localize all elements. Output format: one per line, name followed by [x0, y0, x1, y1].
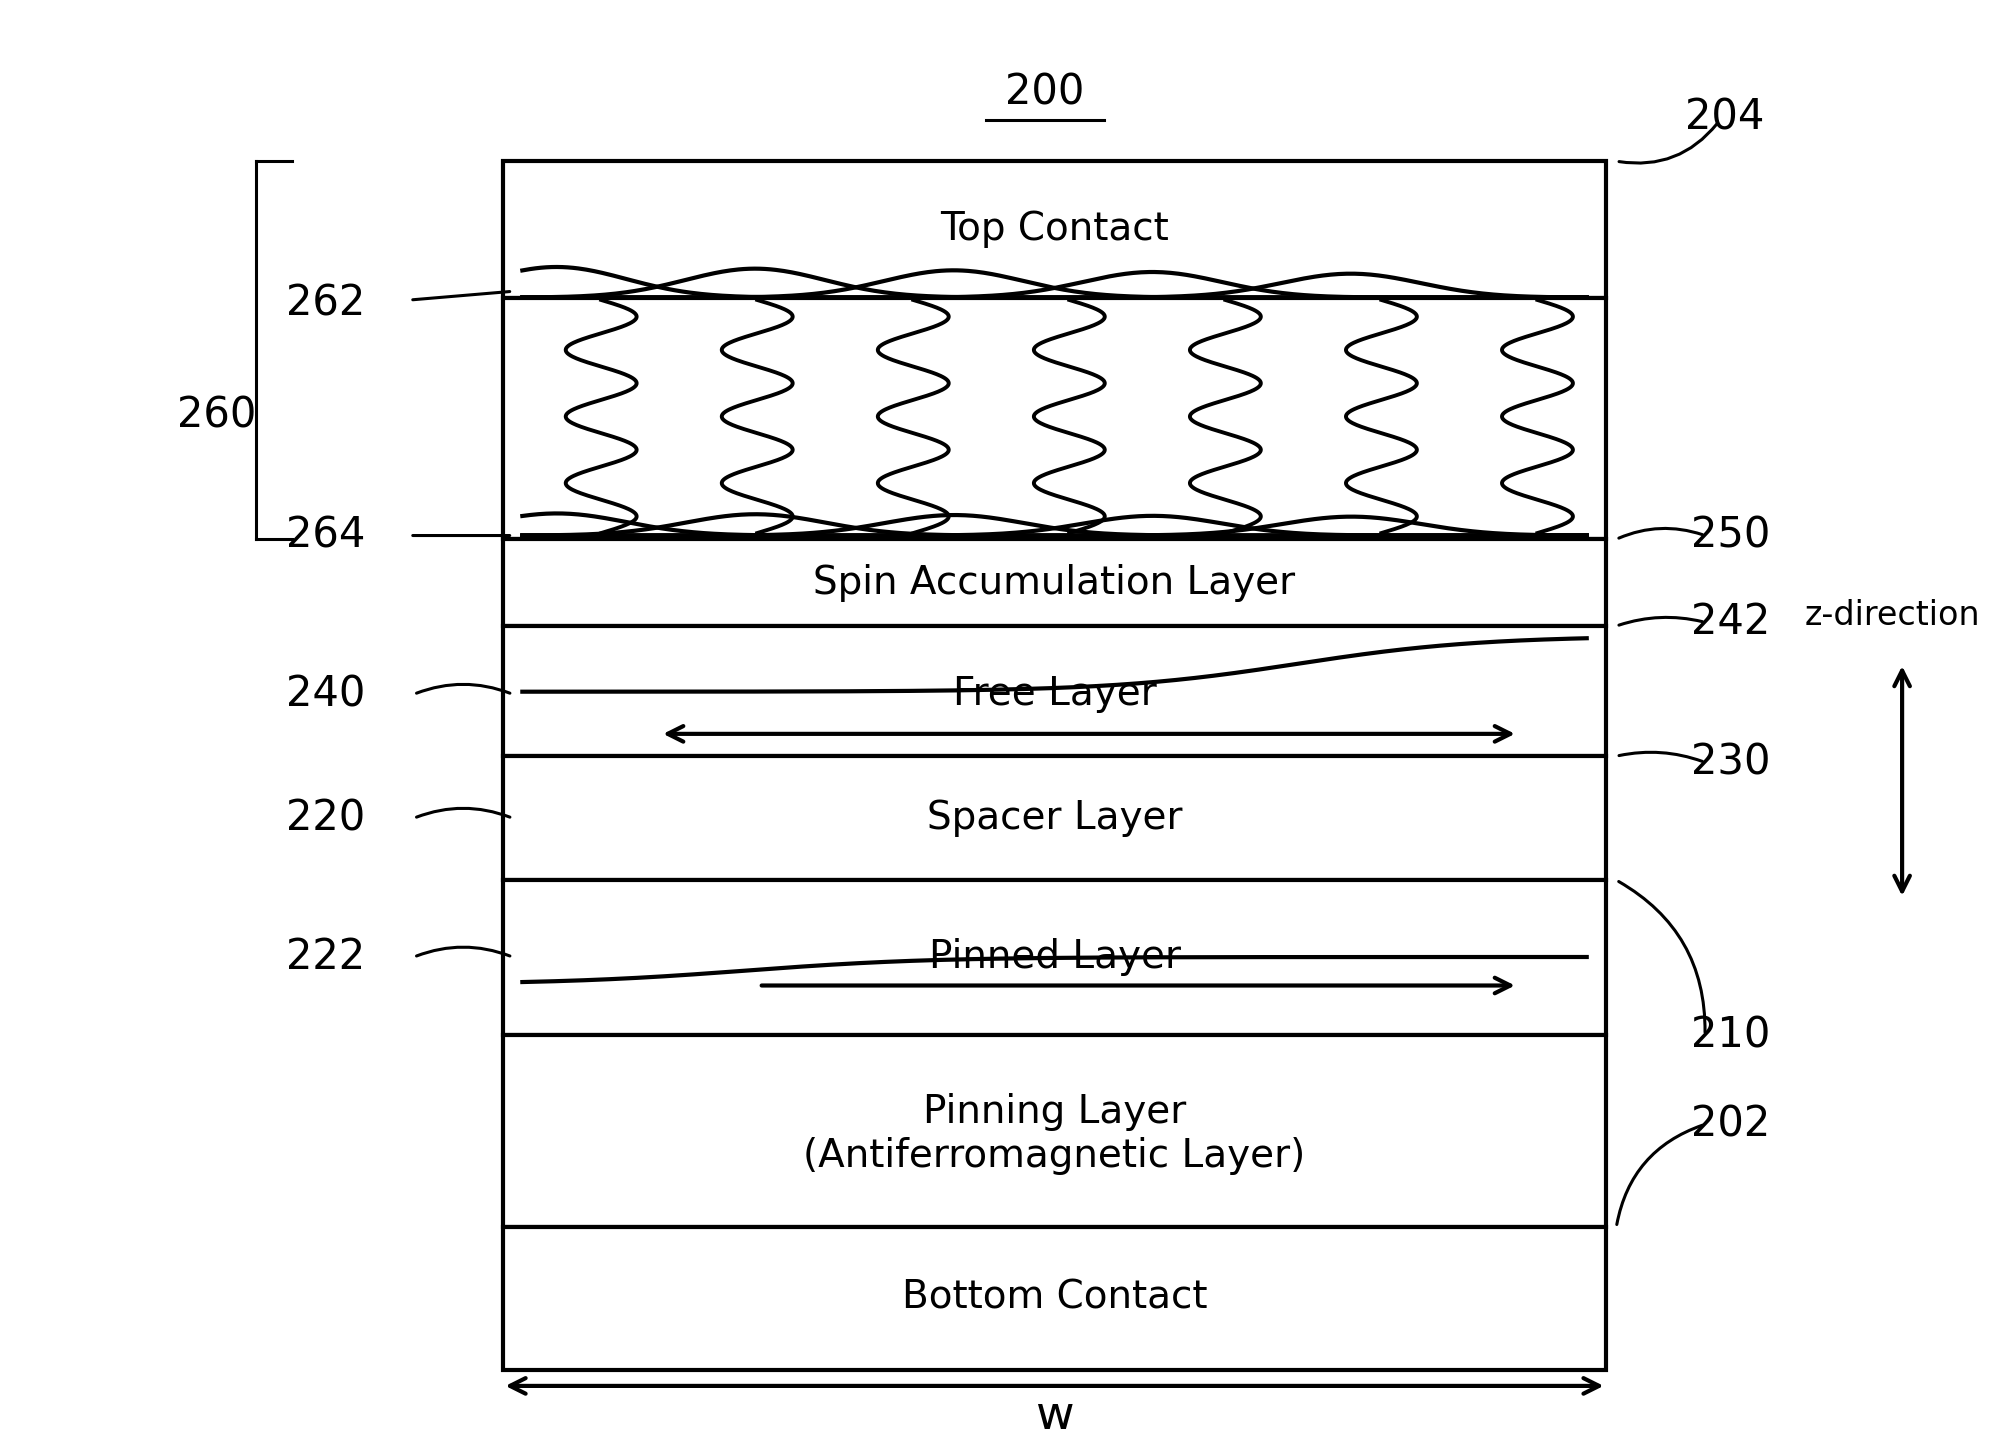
Bar [503, 540, 1606, 626]
Text: 202: 202 [1691, 1103, 1769, 1146]
Text: Bottom Contact: Bottom Contact [903, 1279, 1208, 1317]
Text: Spacer Layer: Spacer Layer [927, 800, 1182, 837]
Text: 210: 210 [1691, 1014, 1769, 1055]
Bar [503, 757, 1606, 880]
Text: 222: 222 [286, 936, 365, 978]
Bar [503, 297, 1606, 540]
Text: 200: 200 [1004, 72, 1084, 113]
Text: 262: 262 [286, 283, 365, 325]
Text: 204: 204 [1685, 96, 1765, 139]
Text: 220: 220 [286, 797, 365, 839]
Text: Top Contact: Top Contact [941, 210, 1168, 248]
Text: Pinned Layer: Pinned Layer [929, 938, 1180, 976]
Text: 242: 242 [1691, 602, 1769, 643]
Text: w: w [1034, 1394, 1074, 1436]
Text: 240: 240 [286, 673, 365, 715]
Text: 250: 250 [1691, 514, 1769, 557]
Text: 264: 264 [286, 514, 365, 557]
Text: Spin Accumulation Layer: Spin Accumulation Layer [813, 563, 1296, 602]
Text: z-direction: z-direction [1805, 599, 1981, 632]
Bar [503, 880, 1606, 1035]
Bar [503, 1228, 1606, 1370]
Bar [503, 1035, 1606, 1228]
Text: Pinning Layer
(Antiferromagnetic Layer): Pinning Layer (Antiferromagnetic Layer) [803, 1093, 1306, 1175]
Bar [503, 626, 1606, 757]
Text: 230: 230 [1691, 741, 1771, 784]
Text: 260: 260 [178, 395, 256, 437]
Bar [503, 161, 1606, 297]
Text: Free Layer: Free Layer [953, 675, 1156, 714]
